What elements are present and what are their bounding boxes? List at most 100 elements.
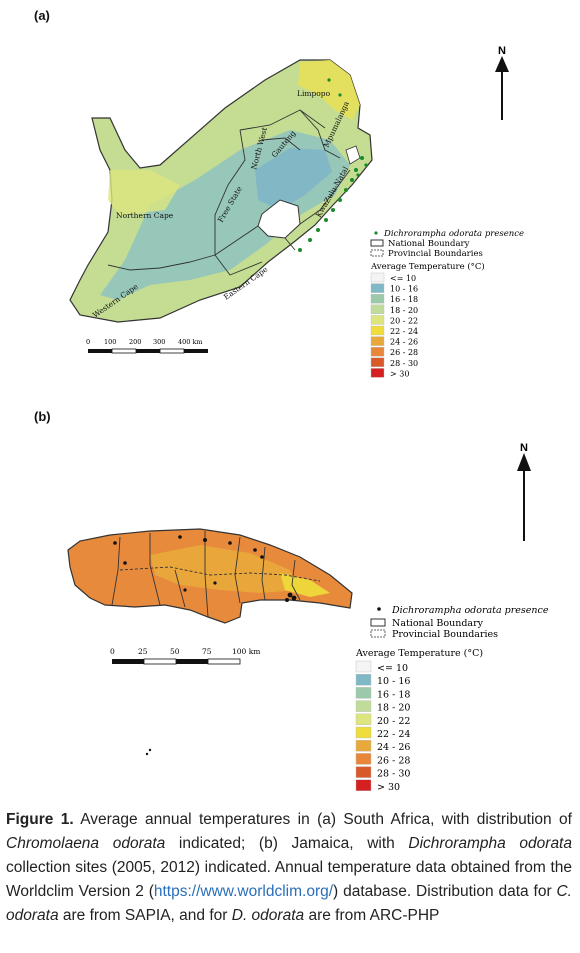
legend-class-label: 16 - 18 — [390, 295, 418, 304]
scale-a-tick-4: 400 km — [178, 338, 203, 346]
highveld-cold-zone — [255, 148, 332, 210]
jamaica-map: N 0 25 50 75 100 km Dichrorampha odorata… — [67, 442, 549, 793]
legend-swatch — [370, 368, 385, 378]
legend-class-label: <= 10 — [390, 274, 416, 283]
legend-class-label: 28 - 30 — [390, 359, 418, 368]
caption-text-4: ) database. Distribution data for — [333, 883, 557, 900]
caption-text-2: indicated; (b) Jamaica, with — [165, 835, 409, 852]
scale-b-tick-1: 25 — [138, 647, 148, 656]
province-label-limpopo: Limpopo — [297, 89, 331, 98]
legend-swatch — [355, 726, 372, 739]
lesotho — [257, 199, 301, 239]
legend-swatch — [355, 766, 372, 778]
scale-a-tick-2: 200 — [129, 338, 141, 346]
legend-swatch — [370, 272, 385, 283]
south-africa-map: Limpopo Mpumalanga Gauteng North West No… — [69, 45, 524, 378]
scale-bar-a: 0 100 200 300 400 km — [86, 338, 208, 354]
legend-class-label: 18 - 20 — [390, 306, 418, 315]
legend-swatch — [355, 713, 372, 725]
caption-text-3: collection sites (2005, 2012) indicated.… — [6, 859, 572, 900]
legend-swatch — [370, 325, 385, 336]
legend-b-presence: Dichrorampha odorata presence — [391, 605, 549, 616]
legend-swatch — [355, 660, 372, 673]
legend-class-label: 16 - 18 — [377, 689, 410, 700]
province-label-northern-cape: Northern Cape — [116, 211, 174, 220]
legend-class-label: 10 - 16 — [377, 676, 410, 687]
legend-class-label: 20 - 22 — [377, 716, 410, 727]
scale-b-tick-3: 75 — [202, 647, 212, 656]
jamaica-county-boundary — [119, 566, 321, 582]
north-arrow-a: N — [495, 45, 509, 120]
panel-b: (b) N — [0, 395, 580, 795]
legend-swatch — [355, 700, 372, 712]
legend-class-label: 24 - 26 — [390, 338, 418, 347]
legend-class-label: 22 - 24 — [377, 729, 410, 740]
legend-class-label: 26 - 28 — [377, 755, 410, 766]
north-arrow-b: N — [517, 442, 531, 541]
legend-b: Dichrorampha odorata presence National B… — [355, 605, 549, 793]
northern-cape-warm-zone — [108, 170, 180, 215]
jamaica-parish-boundaries — [111, 531, 301, 618]
legend-swatch — [355, 779, 372, 791]
legend-swatch — [370, 315, 385, 325]
caption-lead: Figure 1. — [6, 811, 74, 828]
figure-caption: Figure 1. Average annual temperatures in… — [6, 808, 572, 928]
legend-swatch — [370, 283, 385, 293]
legend-swatch — [355, 674, 372, 686]
legend-class-label: 10 - 16 — [390, 285, 418, 294]
scale-b-tick-4: 100 km — [232, 647, 260, 656]
legend-class-label: 18 - 20 — [377, 703, 410, 714]
scale-bar-b: 0 25 50 75 100 km — [110, 647, 260, 665]
caption-text-5: are from SAPIA, and for — [58, 907, 232, 924]
legend-swatch — [355, 740, 372, 752]
presence-dots-jamaica — [113, 535, 297, 756]
presence-legend-dot-a — [374, 231, 378, 235]
legend-swatch — [370, 304, 385, 314]
presence-legend-dot-b — [377, 607, 381, 611]
north-label-b: N — [520, 442, 528, 454]
legend-a-provincial: Provincial Boundaries — [388, 249, 483, 259]
legend-b-classes: <= 10 10 - 16 16 - 18 18 - 20 20 - 22 22 - 24… — [355, 660, 410, 793]
panel-a: (a) — [0, 0, 580, 395]
scale-a-tick-0: 0 — [86, 338, 90, 346]
legend-a-national: National Boundary — [388, 239, 470, 249]
legend-a-title: Average Temperature (°C) — [370, 261, 485, 272]
legend-class-label: 24 - 26 — [377, 742, 410, 753]
lowveld-warm-zone — [298, 60, 360, 120]
legend-class-label: 22 - 24 — [390, 327, 418, 336]
legend-b-provincial: Provincial Boundaries — [392, 629, 498, 640]
panel-a-label: (a) — [34, 8, 50, 23]
caption-species-3: C. odorata — [6, 883, 572, 924]
caption-text-6: are from ARC-PHP — [304, 907, 440, 924]
provincial-boundaries — [107, 109, 351, 276]
legend-swatch — [370, 294, 385, 304]
caption-species-2: Dichrorampha odorata — [408, 835, 572, 852]
legend-swatch — [370, 336, 385, 346]
legend-class-label: > 30 — [390, 369, 409, 378]
legend-a-presence: Dichrorampha odorata presence — [383, 229, 524, 239]
legend-class-label: <= 10 — [377, 663, 408, 674]
scale-b-tick-2: 50 — [170, 647, 180, 656]
legend-class-label: 20 - 22 — [390, 316, 418, 325]
panel-b-label: (b) — [34, 409, 51, 424]
legend-swatch — [355, 753, 372, 765]
scale-b-tick-0: 0 — [110, 647, 115, 656]
worldclim-link[interactable]: https://www.worldclim.org/ — [153, 883, 334, 900]
caption-species-4: D. odorata — [231, 907, 305, 924]
legend-class-label: > 30 — [377, 782, 400, 793]
caption-text-1: Average annual temperatures in (a) South… — [73, 811, 572, 828]
legend-b-title: Average Temperature (°C) — [355, 648, 483, 659]
legend-class-label: 28 - 30 — [377, 769, 410, 780]
north-label-a: N — [498, 45, 506, 57]
legend-a: Dichrorampha odorata presence National B… — [370, 229, 524, 378]
scale-a-tick-1: 100 — [104, 338, 116, 346]
legend-class-label: 26 - 28 — [390, 348, 418, 357]
legend-b-national: National Boundary — [392, 618, 484, 629]
legend-swatch — [370, 347, 385, 357]
scale-a-tick-3: 300 — [153, 338, 165, 346]
caption-species-1: Chromolaena odorata — [6, 835, 166, 852]
legend-swatch — [370, 357, 385, 367]
presence-dots-sa — [298, 78, 368, 252]
legend-swatch — [355, 687, 372, 699]
